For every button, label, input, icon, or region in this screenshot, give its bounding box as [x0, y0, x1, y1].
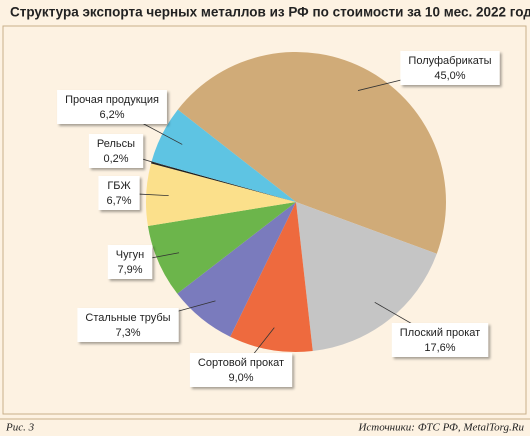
- label-name: Чугун: [116, 249, 144, 261]
- label-name: ГБЖ: [107, 180, 130, 192]
- data-label: Стальные трубы 7,3%: [77, 308, 179, 342]
- label-name: Полуфабрикаты: [408, 55, 491, 67]
- label-name: Стальные трубы: [85, 312, 170, 324]
- label-value: 7,9%: [117, 264, 142, 276]
- label-value: 17,6%: [424, 342, 455, 354]
- pie-slice: [151, 109, 296, 202]
- pie-slice: [296, 202, 437, 352]
- label-box: [98, 176, 140, 210]
- label-value: 6,7%: [106, 195, 131, 207]
- data-label: Сортовой прокат 9,0%: [189, 353, 293, 387]
- label-name: Плоский прокат: [400, 327, 480, 339]
- label-box: [77, 308, 179, 342]
- pie-slice: [230, 202, 313, 352]
- source: Источники: ФТС РФ, MetalTorg.Ru: [357, 422, 524, 434]
- pie-slice: [145, 163, 296, 227]
- label-value: 7,3%: [115, 327, 140, 339]
- figure-label: Рис. 3: [5, 422, 35, 434]
- label-box: [88, 134, 144, 168]
- data-label: Прочая продукция 6,2%: [57, 90, 167, 124]
- label-box: [391, 323, 489, 357]
- label-box: [189, 353, 293, 387]
- label-name: Сортовой прокат: [198, 357, 284, 369]
- label-value: 45,0%: [434, 70, 465, 82]
- label-value: 0,2%: [103, 153, 128, 165]
- label-value: 6,2%: [99, 109, 124, 121]
- label-value: 9,0%: [228, 372, 253, 384]
- data-label: Чугун 7,9%: [107, 245, 153, 279]
- data-label: Рельсы 0,2%: [88, 134, 144, 168]
- label-box: [57, 90, 167, 124]
- label-box: [107, 245, 153, 279]
- pie-slice: [151, 161, 296, 202]
- data-label: Полуфабрикаты 45,0%: [400, 51, 500, 85]
- pie-slice: [147, 202, 296, 294]
- chart-title: Структура экспорта черных металлов из РФ…: [10, 5, 530, 20]
- data-label: Плоский прокат 17,6%: [391, 323, 489, 357]
- pie-slice: [177, 52, 446, 254]
- data-label: ГБЖ 6,7%: [98, 176, 140, 210]
- label-name: Прочая продукция: [65, 94, 159, 106]
- label-box: [400, 51, 500, 85]
- label-name: Рельсы: [97, 138, 135, 150]
